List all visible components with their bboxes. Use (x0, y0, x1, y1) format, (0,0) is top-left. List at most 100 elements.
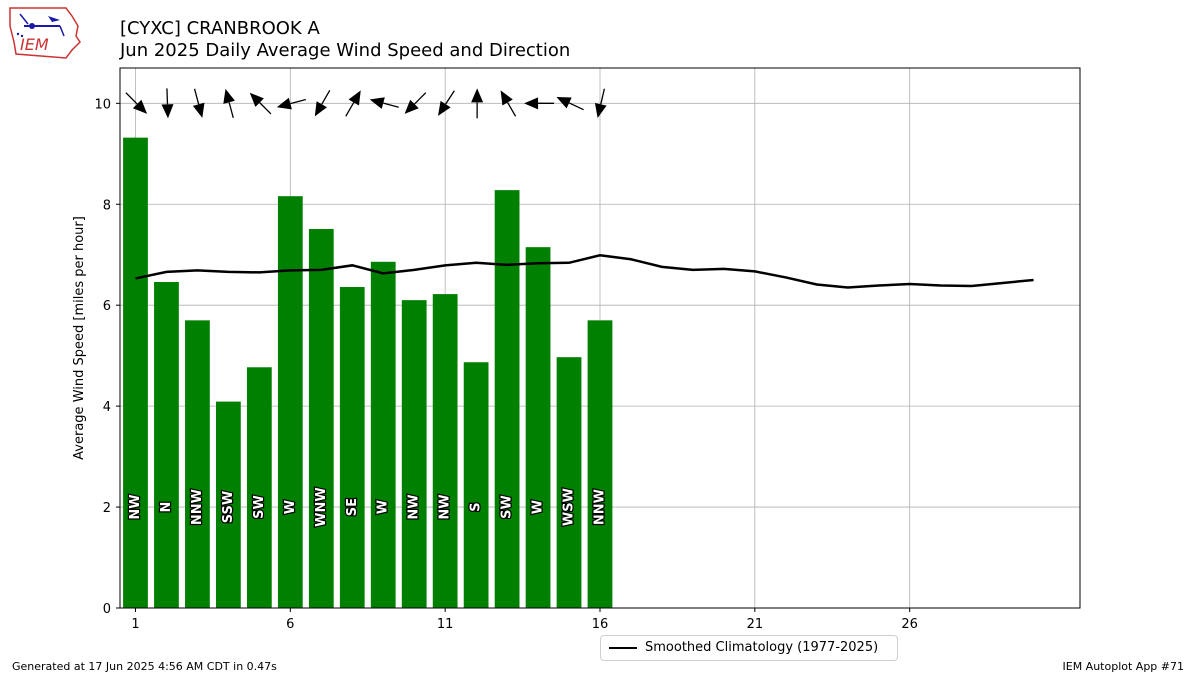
arrow-shaft (383, 102, 399, 108)
bar-day-15 (556, 357, 582, 608)
wind-arrow-day-7 (314, 90, 331, 117)
direction-label-day-5: SW (252, 495, 267, 519)
bar-day-12 (463, 362, 489, 608)
x-tick-label: 16 (592, 617, 609, 632)
arrow-head (594, 102, 607, 118)
arrow-head (348, 90, 361, 106)
direction-label-day-11: NW (438, 494, 453, 519)
bar-day-10 (401, 300, 427, 608)
direction-label-day-7: WNW (314, 487, 329, 527)
bar-day-9 (370, 261, 396, 608)
climatology-layer (135, 253, 1034, 289)
footer-generated: Generated at 17 Jun 2025 4:56 AM CDT in … (12, 660, 277, 673)
bar-day-3 (185, 320, 210, 608)
y-tick-label: 6 (103, 299, 111, 314)
arrow-head (223, 88, 235, 104)
bar-day-8 (339, 287, 365, 608)
direction-label-day-12: S (469, 502, 484, 511)
y-tick-label: 4 (103, 400, 111, 415)
climatology-line (135, 253, 1034, 289)
direction-label-day-13: SW (500, 495, 515, 519)
wind-arrow-day-15 (556, 96, 584, 111)
arrow-head (437, 100, 451, 116)
iem-logo: IEM (6, 6, 82, 60)
arrow-shaft (345, 102, 355, 117)
wind-arrow-day-10 (404, 92, 427, 114)
y-tick-label: 2 (103, 501, 111, 516)
arrow-shaft (445, 90, 455, 105)
arrow-head (471, 88, 484, 103)
arrow-shaft (290, 98, 306, 105)
arrow-shaft (568, 102, 584, 111)
direction-label-day-3: NNW (190, 489, 205, 525)
legend-climatology-label: Smoothed Climatology (1977-2025) (645, 640, 879, 655)
bar-day-13 (494, 190, 520, 608)
logo-text: IEM (20, 35, 49, 54)
wind-arrow-day-2 (161, 88, 174, 119)
direction-label-day-9: W (376, 500, 391, 514)
wind-arrow-day-4 (223, 88, 235, 118)
arrow-shaft (259, 102, 272, 115)
y-tick-label: 0 (103, 602, 111, 617)
legend: Smoothed Climatology (1977-2025) (600, 635, 898, 661)
arrow-head (524, 97, 539, 110)
bar-day-16 (587, 320, 613, 608)
direction-label-day-15: WSW (562, 488, 577, 526)
x-tick-label: 1 (131, 617, 139, 632)
arrow-shaft (321, 90, 331, 105)
arrow-shaft (507, 102, 517, 117)
arrow-head (556, 96, 572, 109)
arrow-head (249, 92, 264, 107)
legend-climatology-swatch (609, 647, 637, 649)
bar-day-7 (308, 228, 334, 608)
direction-label-day-14: W (531, 500, 546, 514)
wind-arrow-day-14 (524, 97, 555, 110)
wind-arrow-day-3 (192, 88, 205, 118)
direction-label-day-8: SE (345, 498, 360, 516)
bar-day-1 (123, 137, 148, 608)
wind-arrow-day-8 (345, 90, 361, 117)
chart-title-line1: [CYXC] CRANBROOK A (120, 18, 320, 39)
bars (123, 137, 613, 608)
wind-arrow-day-13 (500, 90, 517, 117)
wind-arrow-day-11 (437, 90, 455, 116)
arrow-head (500, 90, 513, 106)
arrow-shaft (166, 88, 169, 105)
arrow-head (192, 102, 205, 118)
x-tick-label: 21 (747, 617, 764, 632)
x-tick-label: 26 (901, 617, 918, 632)
wind-arrow-day-5 (249, 92, 272, 115)
x-tick-label: 11 (437, 617, 454, 632)
bar-day-14 (525, 247, 551, 608)
arrow-head (276, 97, 292, 110)
x-ticks: 1 6 11 16 21 26 (131, 608, 918, 632)
wind-arrow-day-1 (125, 92, 148, 114)
bar-day-5 (246, 367, 272, 608)
arrow-head (404, 99, 419, 114)
arrow-shaft (228, 102, 234, 118)
arrow-shaft (193, 88, 200, 105)
arrow-head (314, 101, 327, 117)
chart-title-line2: Jun 2025 Daily Average Wind Speed and Di… (120, 40, 571, 61)
bar-day-6 (277, 196, 303, 608)
direction-arrows (125, 88, 607, 119)
direction-label-day-16: NNW (593, 489, 608, 525)
direction-label-day-2: N (159, 502, 174, 513)
wind-arrow-day-12 (471, 88, 484, 119)
direction-label-day-4: SSW (221, 491, 236, 523)
bar-day-2 (154, 281, 179, 608)
y-axis-label: Average Wind Speed [miles per hour] (72, 216, 87, 460)
arrow-shaft (600, 88, 606, 105)
y-tick-label: 8 (103, 198, 111, 213)
x-tick-label: 6 (286, 617, 294, 632)
arrow-head (161, 104, 174, 119)
arrow-head (369, 97, 385, 109)
y-tick-label: 10 (94, 97, 111, 112)
arrow-shaft (125, 92, 138, 105)
arrow-head (132, 99, 148, 114)
bar-day-4 (216, 401, 241, 608)
footer-app: IEM Autoplot App #71 (1062, 660, 1185, 673)
wind-arrow-day-16 (594, 88, 607, 118)
y-ticks: 0 2 4 6 8 10 (94, 97, 120, 617)
direction-label-day-10: NW (407, 494, 422, 519)
